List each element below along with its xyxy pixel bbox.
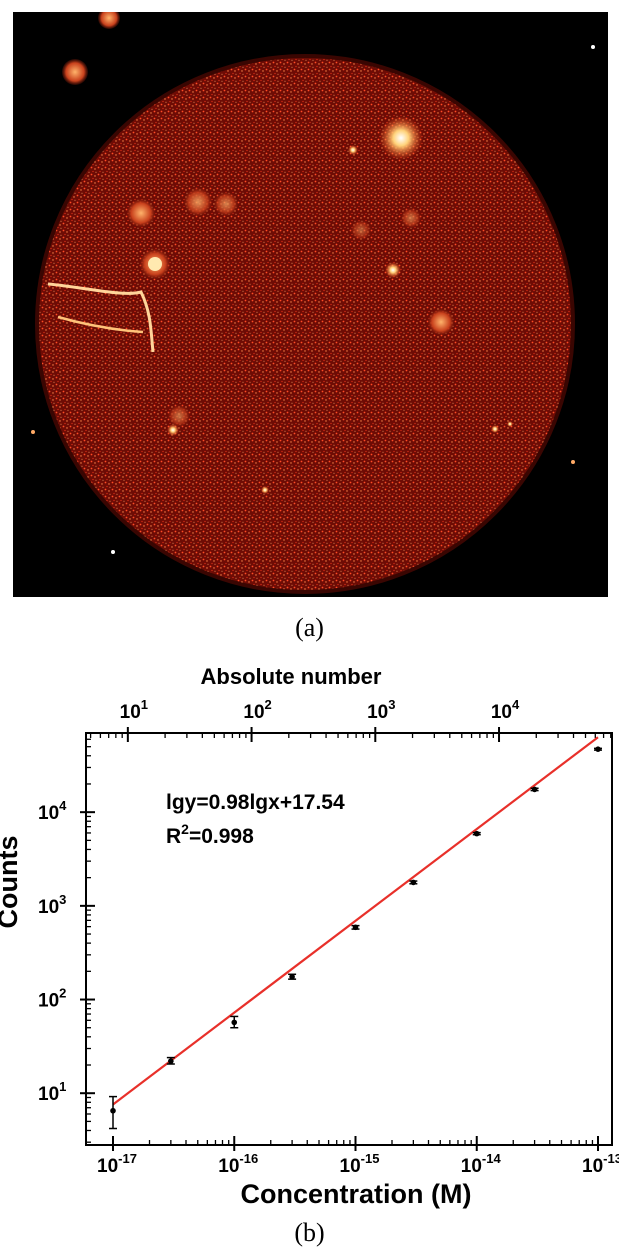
point-marker xyxy=(289,973,295,980)
x-tick-label: 10-13 xyxy=(582,1151,619,1177)
y-axis-title: Counts xyxy=(0,836,23,929)
point-marker xyxy=(352,924,359,931)
fluorescence-image xyxy=(13,12,608,597)
data-point xyxy=(166,1056,175,1065)
panel-b-caption: (b) xyxy=(294,1218,325,1247)
chamber-disk xyxy=(37,56,573,592)
top-tick-label: 101 xyxy=(120,697,148,723)
data-point xyxy=(230,1015,239,1029)
x-tick-label: 10-14 xyxy=(461,1151,502,1177)
data-point xyxy=(288,973,297,980)
point-marker xyxy=(231,1019,238,1026)
point-marker xyxy=(410,879,417,886)
x-tick-label: 10-17 xyxy=(97,1151,137,1177)
point-marker xyxy=(531,786,538,793)
top-tick-label: 103 xyxy=(367,697,395,723)
fit-line xyxy=(112,736,599,1106)
y-tick-label: 102 xyxy=(38,986,66,1012)
fit-equation: lgy=0.98lgx+17.54 xyxy=(166,791,345,814)
point-marker xyxy=(168,1058,174,1064)
r-squared-label: R2=0.998 xyxy=(166,821,254,848)
point-marker xyxy=(110,1107,116,1114)
top-tick-label: 102 xyxy=(243,697,271,723)
y-tick-label: 103 xyxy=(38,892,66,918)
data-point xyxy=(530,786,539,793)
x-axis-title: Concentration (M) xyxy=(241,1179,472,1209)
data-point xyxy=(472,830,481,837)
y-tick-label: 104 xyxy=(38,798,67,824)
calibration-chart: 10-17 10-16 10-15 10-14 10-13 101 102 103 104 1… xyxy=(0,664,619,1209)
top-tick-label: 104 xyxy=(491,697,520,723)
data-point xyxy=(409,879,418,886)
top-axis-title: Absolute number xyxy=(201,664,382,689)
data-point xyxy=(351,924,360,931)
plot-frame xyxy=(85,732,613,1146)
x-tick-label: 10-15 xyxy=(340,1151,380,1177)
panel-a-caption: (a) xyxy=(295,613,324,642)
point-marker xyxy=(473,830,480,837)
x-tick-label: 10-16 xyxy=(218,1151,258,1177)
data-point xyxy=(594,746,602,753)
point-marker xyxy=(595,746,601,753)
y-tick-label: 101 xyxy=(38,1079,66,1105)
data-point xyxy=(109,1095,117,1130)
